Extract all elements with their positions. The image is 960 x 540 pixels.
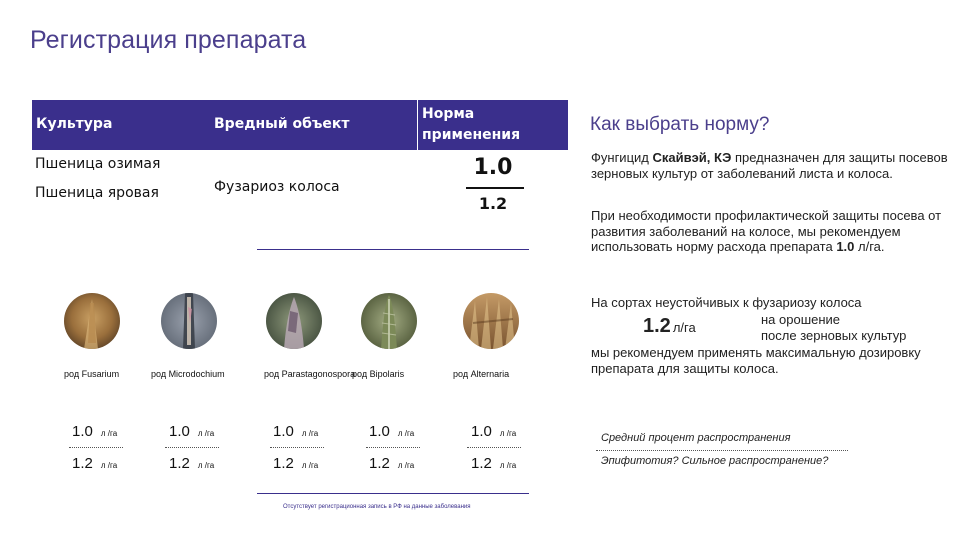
product-description: Фунгицид Скайвэй, КЭ предназначен для за… [591, 150, 948, 181]
dose-separator [366, 447, 420, 448]
pest-name: Фузариоз колоса [214, 179, 340, 195]
alternaria-photo [463, 293, 519, 349]
dose-max: 1.2 л /га [169, 455, 215, 472]
divider-line-bottom [257, 493, 529, 494]
question-epiphytotic: Эпифитотия? Сильное распространение? [601, 455, 829, 467]
dose-min: 1.0 л /га [369, 423, 415, 440]
pathogen-label: род Fusarium [64, 369, 120, 379]
condition-after-cereals: после зерновых культур [761, 328, 907, 343]
header-norm: Норма применения [422, 106, 521, 143]
max-rate: 1.2 л/га [643, 315, 696, 337]
dose-min: 1.0 л /га [72, 423, 118, 440]
dose-max: 1.2 л /га [72, 455, 118, 472]
dose-min: 1.0 л /га [471, 423, 517, 440]
pathogen-label: род Bipolaris [352, 369, 405, 379]
header-crop: Культура [36, 116, 113, 132]
table-header: Культура Вредный объект Норма применения [32, 100, 568, 150]
susceptible-varieties-text: На сортах неустойчивых к фузариозу колос… [591, 295, 862, 310]
product-name: Скайвэй, КЭ [652, 150, 732, 165]
pathogen-label: род Microdochium [151, 369, 225, 379]
header-divider [417, 100, 418, 150]
dose-max: 1.2 л /га [273, 455, 319, 472]
divider-line-top [257, 249, 529, 250]
norm-max: 1.2 [478, 194, 508, 213]
prevention-recommendation: При необходимости профилактической защит… [591, 208, 942, 254]
dose-min: 1.0 л /га [169, 423, 215, 440]
dose-separator [270, 447, 324, 448]
crop-spring-wheat: Пшеница яровая [35, 185, 159, 201]
parastagonospora-photo [266, 293, 322, 349]
dose-separator [165, 447, 219, 448]
bipolaris-photo [361, 293, 417, 349]
norm-min: 1.0 [473, 155, 513, 180]
question-average-spread: Средний процент распространения [601, 432, 791, 444]
dose-max: 1.2 л /га [369, 455, 415, 472]
norm-fraction-line [466, 187, 524, 189]
dose-max: 1.2 л /га [471, 455, 517, 472]
header-pest: Вредный объект [214, 116, 350, 132]
dose-separator [467, 447, 521, 448]
pathogen-label: род Parastagonospora [264, 369, 356, 379]
dose-separator [69, 447, 123, 448]
section-title: Как выбрать норму? [590, 114, 770, 135]
question-separator [596, 450, 848, 451]
crop-winter-wheat: Пшеница озимая [35, 156, 161, 172]
dose-min: 1.0 л /га [273, 423, 319, 440]
recommended-rate: 1.0 [836, 239, 855, 254]
microdochium-photo [161, 293, 217, 349]
footnote: Отсутствует регистрационная запись в РФ … [283, 504, 471, 510]
pathogen-label: род Alternaria [453, 369, 510, 379]
page-title: Регистрация препарата [30, 26, 307, 54]
condition-irrigation: на орошение [761, 312, 841, 327]
max-dose-recommendation: мы рекомендуем применять максимальную до… [591, 345, 921, 376]
fusarium-photo [64, 293, 120, 349]
